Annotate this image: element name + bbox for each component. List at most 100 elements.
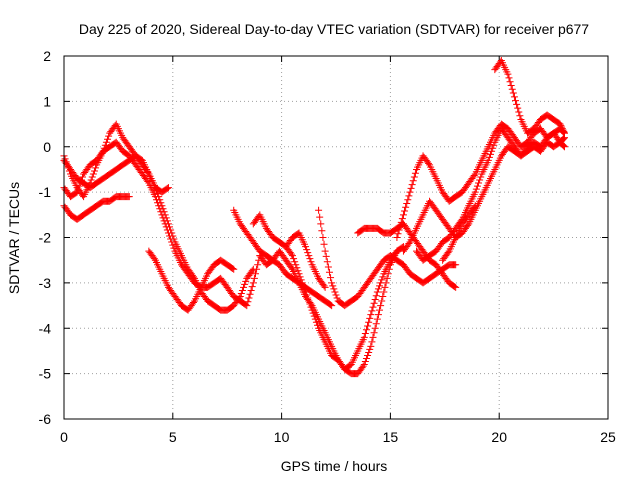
data-point (249, 265, 257, 273)
data-point (328, 302, 336, 310)
data-point (328, 279, 336, 287)
data-point (164, 184, 172, 192)
data-point (362, 355, 370, 362)
data-point (248, 283, 256, 291)
data-point (444, 249, 452, 257)
series-10 (315, 206, 460, 310)
series-14 (413, 125, 568, 264)
data-point (366, 314, 374, 322)
data-point (376, 306, 384, 314)
data-point (170, 235, 178, 243)
data-point (155, 193, 163, 201)
y-axis-label: SDTVAR / TECUs (6, 182, 22, 294)
data-point (235, 294, 243, 302)
data-point (304, 249, 312, 257)
data-point (287, 250, 295, 258)
data-point (321, 247, 329, 255)
data-point (249, 279, 257, 287)
data-point (556, 120, 564, 128)
data-point (452, 261, 460, 269)
data-point (365, 318, 373, 326)
data-point (156, 196, 164, 204)
data-point (406, 188, 414, 196)
data-point (379, 292, 387, 300)
x-tick-label: 25 (600, 429, 616, 445)
y-tick-label: 2 (43, 48, 51, 64)
data-point (291, 258, 299, 266)
data-point (99, 147, 107, 155)
data-point (246, 290, 254, 298)
data-point (558, 123, 566, 131)
x-axis-label: GPS time / hours (281, 458, 388, 474)
data-point (361, 330, 369, 338)
data-point (166, 223, 174, 231)
data-point (560, 134, 568, 142)
data-point (144, 178, 152, 186)
data-point (379, 273, 387, 281)
data-point (371, 296, 379, 304)
data-point (507, 81, 515, 89)
data-point (471, 188, 479, 196)
data-point (314, 321, 322, 329)
data-point (365, 348, 373, 356)
plot-frame (63, 55, 609, 420)
data-point (241, 280, 249, 288)
data-point (360, 333, 368, 341)
data-point (302, 243, 310, 251)
data-point (374, 285, 382, 293)
data-point (319, 234, 327, 241)
data-point (245, 294, 253, 302)
data-point (378, 297, 386, 305)
data-point (559, 126, 567, 134)
data-point (370, 329, 378, 337)
data-point (150, 255, 158, 263)
data-point (488, 147, 496, 155)
data-point (321, 283, 329, 291)
data-point (250, 274, 258, 282)
y-tick-label: -3 (39, 275, 52, 291)
data-point (368, 338, 376, 346)
data-point (560, 142, 568, 150)
data-point (92, 164, 100, 172)
data-point (230, 265, 238, 273)
data-point (377, 279, 385, 287)
data-point (394, 230, 402, 238)
data-point (360, 361, 368, 369)
y-tick-label: -6 (39, 411, 52, 427)
data-point (88, 173, 96, 181)
data-point (287, 264, 295, 272)
data-point (509, 89, 517, 97)
data-point (371, 324, 379, 332)
data-point (373, 315, 381, 323)
data-point (471, 202, 479, 210)
data-point (560, 129, 568, 137)
data-point (189, 299, 197, 307)
series-16 (491, 57, 568, 137)
y-tick-label: -5 (39, 366, 52, 382)
data-point (290, 255, 298, 263)
data-point (477, 173, 485, 181)
data-point (377, 302, 385, 310)
data-point (89, 170, 97, 178)
data-point (404, 196, 412, 204)
data-point (100, 144, 108, 152)
data-point (475, 179, 483, 187)
data-point (101, 141, 109, 149)
data-point (380, 288, 388, 296)
data-point (307, 258, 315, 266)
data-point (163, 217, 171, 225)
data-point (374, 311, 382, 319)
data-point (105, 132, 113, 140)
data-point (330, 285, 338, 293)
data-point (316, 213, 324, 221)
data-point (333, 294, 341, 302)
data-point (410, 173, 418, 181)
data-point (383, 274, 391, 282)
data-point (170, 244, 178, 252)
data-point (451, 283, 459, 291)
data-point (359, 362, 367, 370)
series-4 (60, 152, 172, 196)
data-point (514, 104, 522, 112)
data-point (402, 203, 410, 211)
